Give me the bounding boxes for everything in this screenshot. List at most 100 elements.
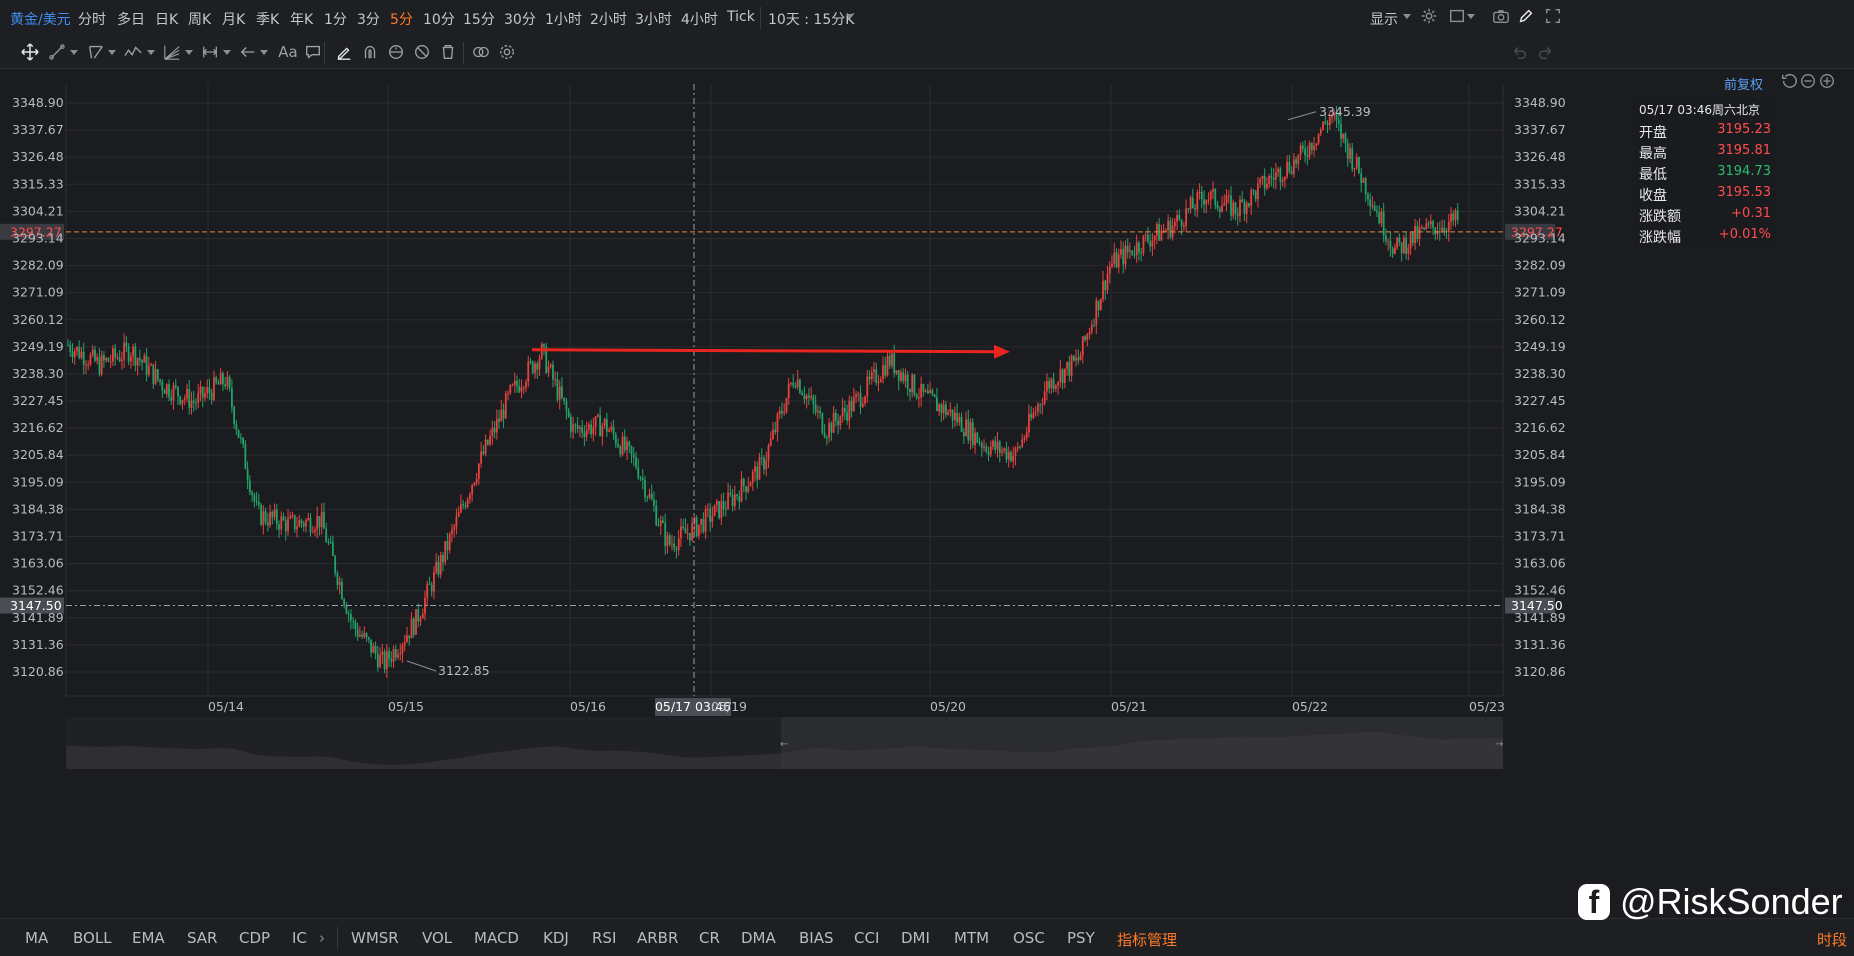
candle-body — [1007, 451, 1010, 460]
period-multi-day[interactable]: 多日 — [117, 12, 145, 28]
candle-body — [839, 416, 842, 426]
candle-body — [367, 637, 370, 640]
indicator-manage-button[interactable]: 指标管理 — [1117, 931, 1178, 949]
candle-body — [816, 410, 819, 413]
wave-tool-icon[interactable] — [122, 41, 144, 63]
indicator-psy[interactable]: PSY — [1067, 929, 1095, 947]
zoom-out-icon[interactable] — [1799, 72, 1817, 90]
candle-body — [327, 542, 330, 544]
fullscreen-icon[interactable] — [1542, 5, 1564, 27]
period-2hour[interactable]: 2小时 — [590, 12, 627, 28]
lock-icon[interactable] — [385, 41, 407, 63]
trash-icon[interactable] — [437, 41, 459, 63]
period-10min[interactable]: 10分 — [423, 12, 455, 28]
symbol-selector[interactable]: 黄金/美元 — [10, 12, 71, 28]
indicator-boll[interactable]: BOLL — [73, 929, 112, 947]
arrow-tool-icon[interactable] — [237, 41, 259, 63]
channel-tool-icon[interactable] — [85, 41, 107, 63]
indicator-ma[interactable]: MA — [25, 929, 49, 947]
period-toggle-button[interactable]: 时段 — [1817, 931, 1848, 949]
reset-icon[interactable] — [1780, 72, 1798, 90]
indicator-cci[interactable]: CCI — [854, 929, 880, 947]
indicator-rsi[interactable]: RSI — [592, 929, 617, 947]
period-day[interactable]: 日K — [155, 12, 179, 28]
chevron-down-icon[interactable] — [260, 50, 268, 55]
candle-body — [1144, 234, 1147, 236]
candle-body — [500, 409, 503, 422]
line-tool-icon[interactable] — [46, 41, 68, 63]
candle-body — [998, 441, 1001, 453]
indicator-bias[interactable]: BIAS — [799, 929, 834, 947]
indicator-mtm[interactable]: MTM — [954, 929, 990, 947]
chevron-down-icon[interactable] — [223, 50, 231, 55]
indicator-vol[interactable]: VOL — [422, 929, 453, 947]
pen-icon[interactable] — [333, 41, 355, 63]
chevron-down-icon[interactable] — [185, 50, 193, 55]
move-icon[interactable] — [19, 41, 41, 63]
candle-body — [206, 387, 209, 394]
candle-body — [392, 649, 395, 662]
period-1hour[interactable]: 1小时 — [545, 12, 582, 28]
period-quarter[interactable]: 季K — [256, 12, 280, 28]
period-tick[interactable]: Tick — [727, 9, 755, 25]
candle-body — [513, 380, 516, 385]
chevron-down-icon[interactable] — [108, 50, 116, 55]
adjust-mode-label[interactable]: 前复权 — [1724, 78, 1764, 93]
undo-icon[interactable] — [1508, 41, 1530, 63]
period-5min[interactable]: 5分 — [390, 12, 413, 28]
indicator-osc[interactable]: OSC — [1013, 929, 1045, 947]
indicator-cdp[interactable]: CDP — [239, 929, 271, 947]
indicator-ema[interactable]: EMA — [132, 929, 165, 947]
window-icon[interactable] — [1446, 5, 1468, 27]
period-30min[interactable]: 30分 — [504, 12, 536, 28]
indicator-cr[interactable]: CR — [699, 929, 720, 947]
link-icon[interactable] — [470, 41, 492, 63]
chevron-down-icon[interactable] — [147, 50, 155, 55]
indicator-kdj[interactable]: KDJ — [543, 929, 569, 947]
indicator-sar[interactable]: SAR — [187, 929, 218, 947]
indicator-ic[interactable]: IC — [292, 929, 307, 947]
range-selector[interactable]: 10天 : 15分K — [768, 12, 855, 28]
magnet-icon[interactable] — [359, 41, 381, 63]
fibonacci-icon[interactable] — [161, 41, 183, 63]
y-tick-label: 3337.67 — [12, 122, 64, 137]
period-month[interactable]: 月K — [222, 12, 246, 28]
indicator-arbr[interactable]: ARBR — [637, 929, 679, 947]
chevron-down-icon[interactable] — [846, 14, 854, 19]
camera-icon[interactable] — [1490, 5, 1512, 27]
settings-icon[interactable] — [1418, 5, 1440, 27]
candle-body — [1367, 194, 1369, 200]
display-menu[interactable]: 显示 — [1370, 12, 1398, 28]
redo-icon[interactable] — [1535, 41, 1557, 63]
candle-body — [1225, 195, 1228, 204]
text-tool-icon[interactable]: Aa — [278, 43, 298, 61]
indicator-dmi[interactable]: DMI — [901, 929, 930, 947]
indicator-wmsr[interactable]: WMSR — [351, 929, 399, 947]
period-3hour[interactable]: 3小时 — [635, 12, 672, 28]
pencil-icon[interactable] — [1515, 5, 1537, 27]
period-year[interactable]: 年K — [290, 12, 314, 28]
indicator-macd[interactable]: MACD — [474, 929, 519, 947]
chevron-down-icon[interactable] — [1403, 14, 1411, 19]
period-timeshare[interactable]: 分时 — [78, 12, 106, 28]
hide-icon[interactable] — [411, 41, 433, 63]
zoom-in-icon[interactable] — [1818, 72, 1836, 90]
y-tick-label: 3326.48 — [1514, 149, 1566, 164]
chevron-right-icon[interactable]: › — [319, 929, 325, 947]
candle-body — [1407, 247, 1410, 254]
settings-icon[interactable] — [496, 41, 518, 63]
candle-body — [507, 393, 509, 395]
measure-icon[interactable] — [199, 41, 221, 63]
period-1min[interactable]: 1分 — [324, 12, 347, 28]
chevron-down-icon[interactable] — [1467, 14, 1475, 19]
x-tick-label: 05/23 — [1469, 699, 1505, 714]
period-week[interactable]: 周K — [188, 12, 212, 28]
chevron-down-icon[interactable] — [70, 50, 78, 55]
indicator-dma[interactable]: DMA — [741, 929, 776, 947]
comment-icon[interactable] — [302, 41, 324, 63]
candle-body — [922, 383, 925, 392]
period-4hour[interactable]: 4小时 — [681, 12, 718, 28]
period-3min[interactable]: 3分 — [357, 12, 380, 28]
period-15min[interactable]: 15分 — [463, 12, 495, 28]
